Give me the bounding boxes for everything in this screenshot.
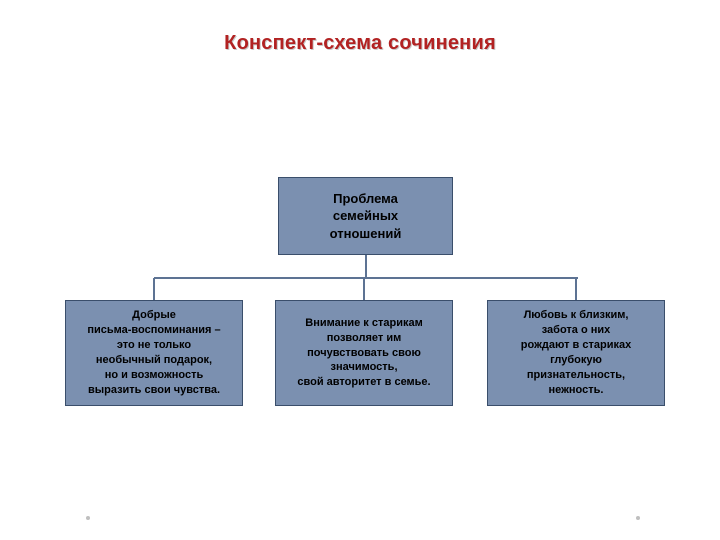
node-child-1: Внимание к старикампозволяет импочувство…: [275, 300, 453, 406]
node-root: Проблемасемейныхотношений: [278, 177, 453, 255]
connector-drop-1: [363, 278, 365, 300]
page-title: Конспект-схема сочинения: [0, 32, 720, 55]
node-child-0: Добрыеписьма-воспоминания –это не только…: [65, 300, 243, 406]
node-child-2: Любовь к близким,забота о нихрождают в с…: [487, 300, 665, 406]
decor-dot-1: [636, 516, 640, 520]
node-child-0-text: Добрыеписьма-воспоминания –это не только…: [87, 308, 220, 397]
connector-drop-2: [575, 278, 577, 300]
connector-bus: [154, 277, 578, 279]
decor-dot-0: [86, 516, 90, 520]
connector-trunk: [365, 255, 367, 278]
connector-drop-0: [153, 278, 155, 300]
node-child-2-text: Любовь к близким,забота о нихрождают в с…: [521, 308, 631, 397]
title-text: Конспект-схема сочинения: [224, 32, 496, 54]
node-root-text: Проблемасемейныхотношений: [330, 190, 402, 243]
node-child-1-text: Внимание к старикампозволяет импочувство…: [297, 316, 430, 390]
